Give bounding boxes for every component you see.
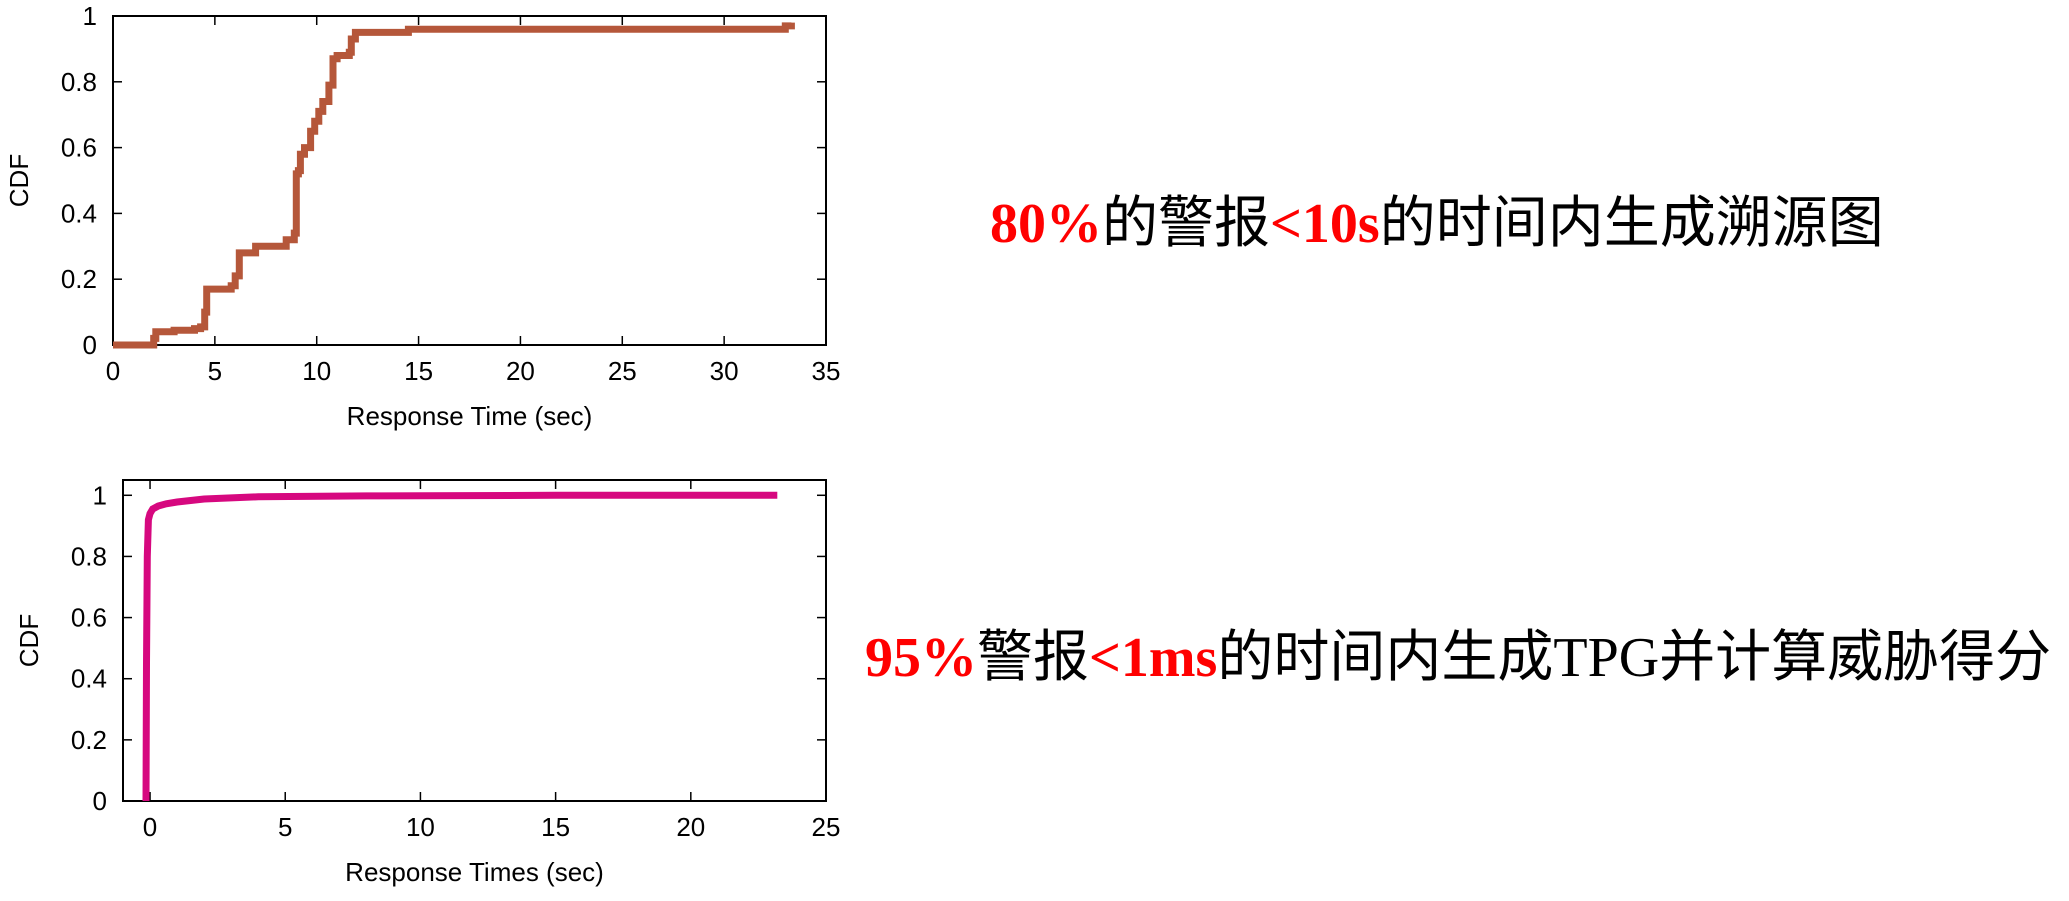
x-tick-label: 10: [406, 812, 435, 842]
x-tick-label: 25: [812, 812, 841, 842]
y-tick-label: 0.8: [61, 67, 97, 97]
plot-frame: [122, 479, 827, 802]
caption-segment: 并计算威胁得分: [1659, 625, 2052, 690]
y-tick-label: 0.8: [71, 541, 107, 571]
y-tick-label: 0.2: [71, 725, 107, 755]
y-tick-label: 0.6: [71, 603, 107, 633]
x-tick-label: 5: [278, 812, 292, 842]
caption-segment: 95%: [865, 627, 977, 689]
y-tick-label: 0: [93, 786, 107, 816]
caption-tpg-threat-score: 95%警报<1ms的时间内生成TPG并计算威胁得分: [865, 612, 2051, 693]
y-tick-label: 0: [83, 330, 97, 360]
cdf-series-line: [142, 491, 778, 802]
x-tick-label: 5: [208, 356, 222, 386]
y-tick-label: 1: [83, 1, 97, 31]
y-axis-label: CDF: [14, 614, 44, 667]
caption-segment: 80%: [990, 193, 1102, 255]
plot-frame: [112, 15, 827, 346]
x-tick-label: 30: [710, 356, 739, 386]
x-axis-label: Response Times (sec): [345, 857, 604, 887]
caption-segment: 的警报: [1102, 191, 1270, 256]
x-tick-label: 15: [404, 356, 433, 386]
caption-segment: 的时间内生成: [1217, 625, 1554, 690]
cdf-series-line: [113, 22, 795, 349]
x-tick-label: 25: [608, 356, 637, 386]
cdf-chart-tpg-scoring: 0 5 10 15 20 25 0 0.2 0.4 0.6 0.8 1 Response Times (…: [14, 479, 841, 887]
x-tick-label: 20: [676, 812, 705, 842]
x-tick-label: 15: [541, 812, 570, 842]
x-tick-label: 35: [812, 356, 841, 386]
caption-segment: <1ms: [1089, 627, 1218, 689]
y-tick-label: 0.4: [71, 664, 107, 694]
y-tick-label: 0.4: [61, 198, 97, 228]
y-tick-label: 1: [93, 480, 107, 510]
caption-segment: TPG: [1553, 627, 1660, 689]
cdf-chart-alert-provenance: 0 5 10 15 20 25 30 35 0 0.2 0.4 0.6 0.8 1 Response Tim…: [4, 1, 840, 431]
x-tick-label: 0: [143, 812, 157, 842]
y-tick-label: 0.6: [61, 133, 97, 163]
caption-segment: 警报: [977, 625, 1089, 690]
x-tick-label: 20: [506, 356, 535, 386]
x-tick-label: 0: [106, 356, 120, 386]
y-axis-label: CDF: [4, 154, 34, 207]
caption-provenance-graph: 80%的警报<10s的时间内生成溯源图: [990, 178, 1884, 259]
y-tick-label: 0.2: [61, 264, 97, 294]
x-tick-label: 10: [302, 356, 331, 386]
caption-segment: 的时间内生成溯源图: [1379, 191, 1884, 256]
caption-segment: <10s: [1270, 193, 1380, 255]
x-axis-label: Response Time (sec): [347, 401, 593, 431]
